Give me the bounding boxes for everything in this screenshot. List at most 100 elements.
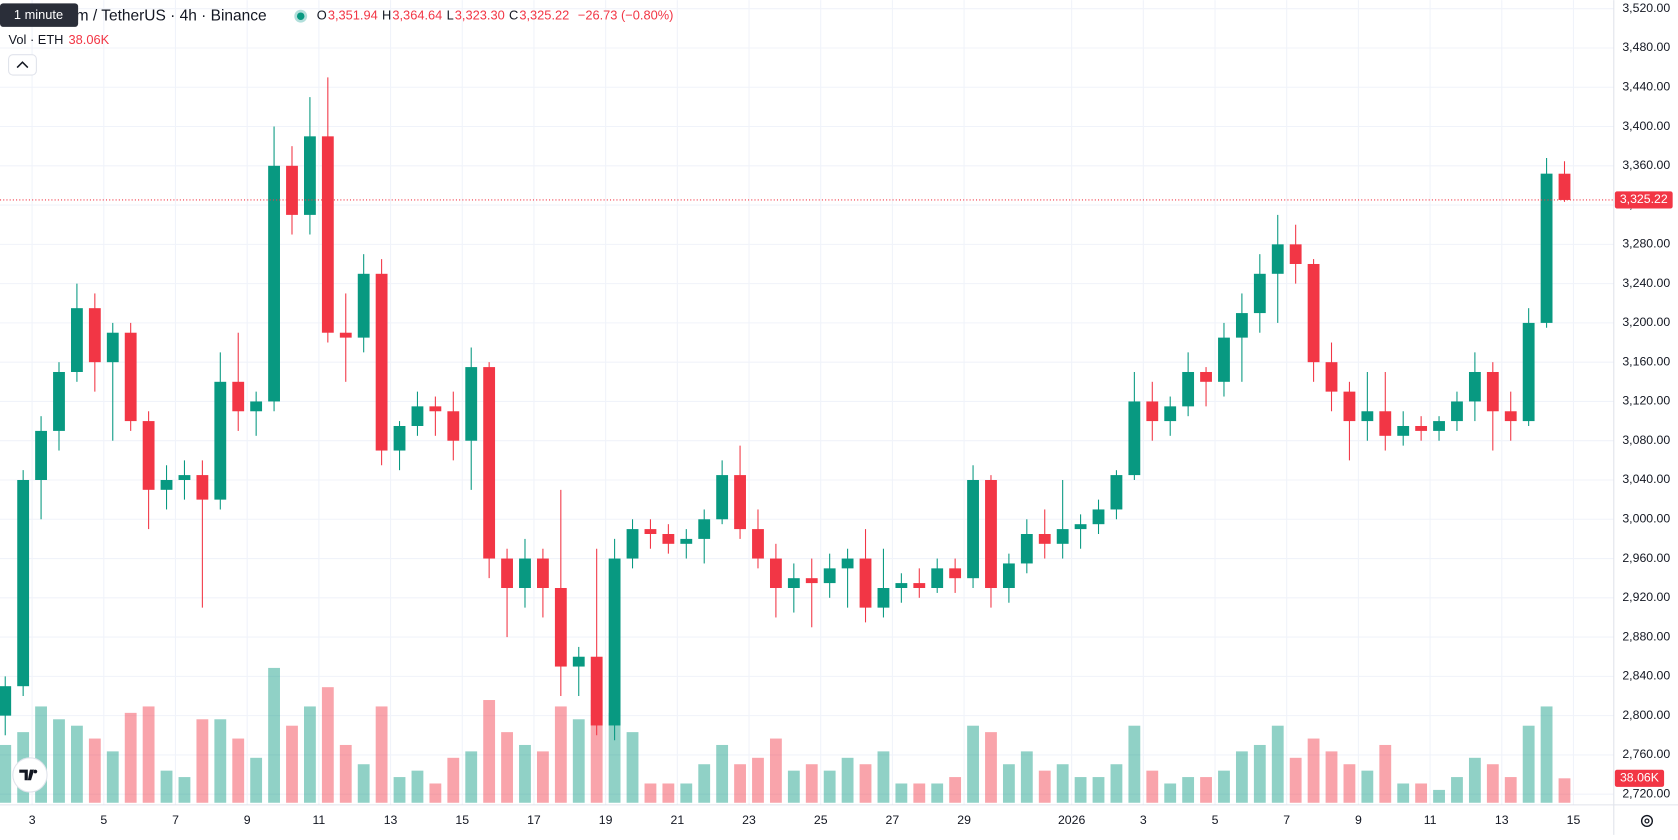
candle-body (644, 529, 657, 534)
candle-body (1038, 533, 1051, 544)
y-tick-label: 2,920.00 (1622, 590, 1670, 604)
symbol-title: Ethereum / TetherUS · 4h · Binance (21, 7, 266, 24)
candle-body (716, 475, 729, 520)
y-tick-label: 3,080.00 (1622, 433, 1670, 447)
candle-body (805, 578, 818, 584)
y-tick-label: 3,040.00 (1622, 472, 1670, 486)
candle-body (17, 479, 30, 687)
candle-body (608, 558, 621, 726)
x-tick-label: 27 (886, 813, 900, 827)
volume-bar (787, 770, 800, 803)
tooltip: 1 minute (14, 7, 63, 22)
volume-bar (106, 751, 119, 803)
candle-body (501, 558, 513, 589)
candle-body (931, 568, 944, 589)
volume-bar (1486, 764, 1499, 803)
collapse-button[interactable] (8, 54, 37, 76)
candle-body (680, 538, 693, 544)
volume-bar (1235, 751, 1248, 803)
x-tick-label: 23 (742, 813, 756, 827)
volume-bar (1540, 706, 1553, 803)
volume-bar (590, 700, 603, 803)
volume-bar (196, 719, 209, 803)
candle-body (949, 568, 962, 579)
volume-bar (1379, 744, 1392, 803)
volume-bar (1397, 783, 1410, 803)
legend-change: −26.73 (−0.80%) (578, 8, 674, 23)
volume-bar (752, 757, 764, 803)
y-tick-label: 2,840.00 (1622, 669, 1670, 683)
candle-body (877, 588, 890, 608)
volume-bar (895, 783, 908, 803)
volume-bar (88, 738, 101, 803)
volume-bar (1343, 764, 1356, 803)
candle-body (572, 656, 585, 667)
volume-bar (124, 712, 137, 803)
y-tick-label: 3,240.00 (1622, 276, 1670, 290)
volume-bar (1504, 777, 1517, 803)
y-tick-label: 2,880.00 (1622, 629, 1670, 643)
x-tick-label: 29 (957, 813, 971, 827)
volume-bar (483, 700, 496, 803)
x-tick-label: 13 (384, 813, 398, 827)
logo-mark (19, 769, 38, 781)
candle-body (841, 558, 854, 569)
volume-value: 38.06K (68, 32, 109, 47)
volume-bar (1451, 777, 1463, 803)
volume-bar (160, 770, 173, 803)
volume-bar (501, 732, 513, 803)
candle-body (268, 165, 280, 402)
candle-body (1361, 411, 1374, 422)
legend-value: 3,364.64 (392, 8, 442, 23)
volume-bar (1146, 770, 1159, 803)
volume-bar (447, 757, 460, 803)
volume-bar (931, 783, 944, 803)
candle-body (1397, 425, 1410, 436)
candle-body (286, 165, 298, 215)
legend-key: H (382, 8, 391, 23)
volume-label-bg (1614, 769, 1665, 787)
volume-bar (1182, 777, 1195, 803)
candle-body (1271, 244, 1284, 274)
candle-body (1146, 401, 1159, 422)
y-tick-label: 3,520.00 (1622, 1, 1670, 15)
volume-bar (1433, 789, 1445, 803)
volume-bar (1074, 777, 1087, 803)
x-tick-label: 3 (1140, 813, 1147, 827)
candle-body (752, 529, 764, 559)
candle-body (1468, 371, 1481, 402)
settings-button[interactable] (1640, 814, 1654, 827)
volume-bar (1110, 764, 1123, 803)
volume-bar (1128, 725, 1141, 803)
volume-bar (680, 783, 693, 803)
volume-bar (1200, 777, 1212, 803)
volume-bar (303, 706, 316, 803)
candle-body (1451, 401, 1463, 422)
legend-value: 3,323.30 (455, 8, 505, 23)
candle-body (1504, 411, 1517, 422)
volume-bar (985, 732, 997, 803)
candle-body (1200, 371, 1212, 382)
candle-body (985, 479, 997, 589)
volume-bar (913, 783, 926, 803)
y-tick-label: 3,440.00 (1622, 80, 1670, 94)
axes: 3,520.00 3,480.00 3,440.00 3,400.00 3,360.00… (29, 1, 1673, 827)
candle-body (1092, 509, 1105, 525)
volume-bar (1415, 783, 1428, 803)
x-tick-label: 19 (599, 813, 613, 827)
candle-body (339, 332, 352, 338)
x-tick-label: 17 (527, 813, 541, 827)
tv-logo (12, 757, 48, 793)
legend-value: 3,325.22 (519, 8, 569, 23)
candle-body (913, 583, 926, 589)
candle-body (1307, 263, 1320, 363)
volume-bar (53, 719, 65, 803)
candle-body (196, 475, 209, 500)
x-tick-label: 21 (670, 813, 684, 827)
volume-bar (1164, 783, 1177, 803)
legend-key: L (447, 8, 454, 23)
volume-bar (1558, 778, 1571, 803)
